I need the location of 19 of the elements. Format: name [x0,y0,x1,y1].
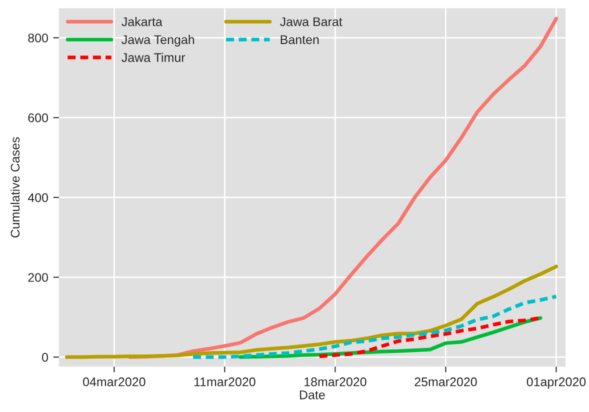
y-axis-title: Cumulative Cases [10,137,20,238]
x-tick-label: 18mar2020 [304,377,366,386]
legend-label: Banten [280,35,319,44]
legend-label: Jakarta [122,16,162,26]
x-tick-label: 25mar2020 [414,377,477,386]
x-tick-label: 11mar2020 [194,377,256,386]
y-tick-label: 400 [28,193,48,202]
x-axis-title: Date [300,390,325,400]
line-series [191,294,558,359]
legend-label: Jawa Timur [122,52,186,62]
y-tick-label: 600 [28,113,48,122]
y-tick-label: 800 [28,34,48,42]
y-tick-label: 0 [42,352,48,362]
legend-label: Jawa Barat [280,17,342,26]
legend-label: Jawa Tengah [122,34,194,47]
x-tick-label: 01apr2020 [526,377,586,389]
line-series [64,264,558,359]
y-tick-label: 200 [28,273,48,282]
x-tick-label: 04mar2020 [83,377,146,386]
